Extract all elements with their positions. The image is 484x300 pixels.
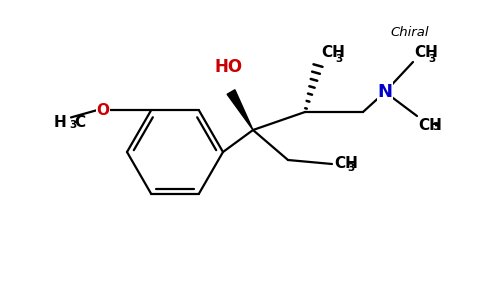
Text: 3: 3 (432, 122, 439, 132)
Text: CH: CH (334, 157, 358, 172)
Text: CH: CH (321, 45, 345, 60)
Text: 3: 3 (348, 163, 355, 173)
Text: Chiral: Chiral (390, 26, 428, 38)
Text: 3: 3 (335, 54, 343, 64)
Text: C: C (75, 115, 86, 130)
Text: CH: CH (414, 45, 438, 60)
Text: O: O (96, 103, 109, 118)
Text: 3: 3 (428, 54, 436, 64)
Text: N: N (378, 83, 393, 101)
Text: CH: CH (418, 118, 442, 133)
Text: 3: 3 (69, 120, 76, 130)
Text: HO: HO (215, 58, 243, 76)
Polygon shape (227, 90, 253, 130)
Text: H: H (53, 115, 66, 130)
